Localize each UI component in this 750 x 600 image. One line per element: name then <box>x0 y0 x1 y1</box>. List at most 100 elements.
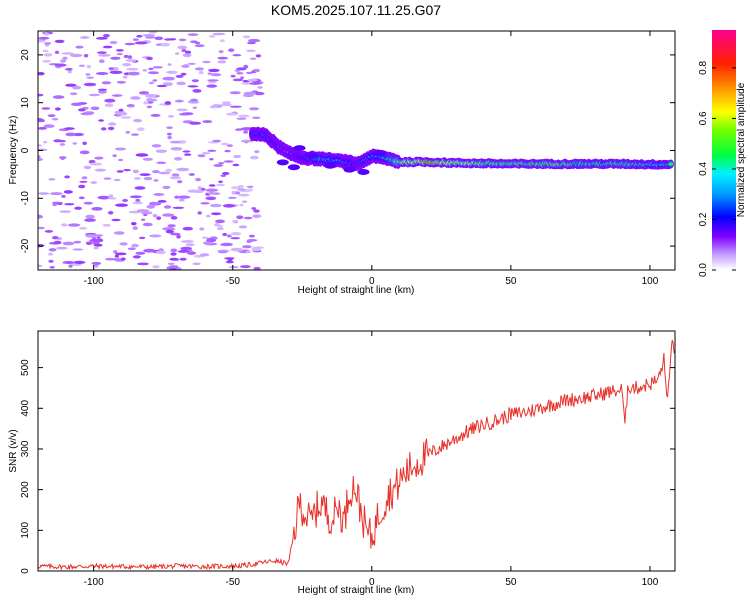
spectrogram-noise-cell <box>187 33 199 36</box>
y-tick-label: 0 <box>20 147 31 153</box>
spectrogram-noise-cell <box>208 35 216 38</box>
spectrogram-noise-cell <box>62 56 68 60</box>
spectrogram-noise-cell <box>136 127 145 131</box>
spectrogram-noise-cell <box>181 48 187 53</box>
spectrogram-noise-cell <box>38 155 41 159</box>
spectrogram-noise-cell <box>197 211 202 215</box>
spectrogram-noise-cell <box>202 120 213 124</box>
spectrogram-noise-cell <box>226 144 233 148</box>
spectrogram-noise-cell <box>226 112 238 116</box>
spectrogram-noise-cell <box>72 132 85 137</box>
spectrogram-noise-cell <box>73 260 86 264</box>
spectrogram-noise-cell <box>238 114 250 118</box>
spectrogram-noise-cell <box>148 31 158 34</box>
spectrogram-noise-cell <box>239 203 244 207</box>
spectrogram-noise-cell <box>162 227 176 231</box>
spectrogram-noise-cell <box>149 234 162 238</box>
spectrogram-y-ticks: -20 -10 0 10 20 <box>20 49 675 253</box>
spectrogram-noise-cell <box>38 226 45 230</box>
colorbar: 0.0 0.2 0.4 0.6 0.8 Normalized spectral ampl… <box>698 30 747 277</box>
spectrogram-noise-cell <box>187 62 196 65</box>
spectrogram-noise-cell <box>107 197 117 200</box>
spectrogram-noise-cell <box>83 54 89 58</box>
spectrogram-noise-cell <box>118 108 124 112</box>
spectrogram-noise-cell <box>51 117 59 121</box>
x-tick-label: -100 <box>84 276 104 287</box>
spectrogram-noise-cell <box>166 83 173 86</box>
spectrogram-blob <box>304 152 317 159</box>
spectrogram-noise-cell <box>229 105 242 108</box>
spectrogram-noise-cell <box>81 176 88 180</box>
spectrogram-noise-cell <box>185 50 192 54</box>
spectrogram-noise-cell <box>169 176 181 180</box>
spectrogram-noise-cell <box>78 196 85 200</box>
y-tick-label: 500 <box>20 359 31 376</box>
spectrogram-noise-cell <box>125 130 131 134</box>
spectrogram-blob <box>293 145 306 152</box>
spectrogram-noise-cell <box>139 173 151 177</box>
spectrogram-noise-cell <box>54 50 60 55</box>
spectrogram-noise-cell <box>98 54 111 57</box>
spectrogram-noise-cell <box>116 170 124 173</box>
spectrogram-noise-cell <box>65 67 73 71</box>
spectrogram-noise-cell <box>248 234 255 238</box>
spectrogram-noise-cell <box>209 203 222 208</box>
spectrogram-noise-cell <box>48 178 56 181</box>
spectrogram-noise-cell <box>54 39 65 44</box>
spectrogram-noise-cell <box>42 59 51 63</box>
spectrogram-noise-cell <box>64 203 75 206</box>
spectrogram-noise-cell <box>176 234 181 239</box>
spectrogram-noise-cell <box>130 96 141 100</box>
spectrogram-noise-cell <box>38 214 43 219</box>
spectrogram-noise-cell <box>166 126 174 129</box>
spectrogram-noise-cell <box>199 227 205 231</box>
spectrogram-noise-cell <box>208 184 216 187</box>
spectrogram-noise-cell <box>187 189 199 193</box>
spectrogram-noise-cell <box>60 156 65 160</box>
spectrogram-noise-cell <box>116 49 124 52</box>
spectrogram-noise-cell <box>174 52 180 55</box>
spectrogram-noise-cell <box>208 68 220 73</box>
spectrogram-noise-cell <box>247 41 256 45</box>
spectrogram-noise-cell <box>133 119 142 123</box>
spectrogram-noise-cell <box>109 40 118 45</box>
x-tick-label: 50 <box>505 276 517 287</box>
spectrogram-noise-cell <box>131 222 137 226</box>
spectrogram-noise-cell <box>221 172 230 175</box>
spectrogram-noise-cell <box>59 210 72 213</box>
spectrogram-noise-cell <box>148 81 155 85</box>
spectrogram-noise-cell <box>241 82 252 85</box>
spectrogram-noise-cell <box>93 243 103 247</box>
spectrogram-noise-cell <box>246 185 254 188</box>
spectrogram-noise-cell <box>78 184 86 189</box>
spectrogram-noise-cell <box>92 241 100 245</box>
spectrogram-noise-cell <box>167 63 172 66</box>
spectrogram-noise-cell <box>84 218 96 222</box>
spectrogram-noise-cell <box>232 78 244 82</box>
spectrogram-noise-cell <box>97 51 107 54</box>
spectrogram-noise-cell <box>153 179 159 182</box>
spectrogram-marks <box>38 31 674 270</box>
spectrogram-noise-cell <box>148 71 159 75</box>
spectrogram-noise-cell <box>234 69 241 72</box>
spectrogram-noise-cell <box>114 252 127 256</box>
spectrogram-noise-cell <box>242 35 251 39</box>
y-tick-label: 20 <box>20 49 31 61</box>
y-tick-label: 300 <box>20 440 31 457</box>
spectrogram-noise-cell <box>146 98 158 102</box>
spectrogram-noise-cell <box>65 132 76 137</box>
spectrogram-noise-cell <box>72 248 84 251</box>
spectrogram-noise-cell <box>251 207 256 210</box>
spectrogram-noise-cell <box>91 207 103 211</box>
spectrogram-noise-cell <box>207 80 217 84</box>
spectrogram-noise-cell <box>230 247 244 252</box>
spectrogram-noise-cell <box>85 73 91 76</box>
spectrogram-noise-cell <box>123 54 129 59</box>
spectrogram-noise-cell <box>194 67 204 71</box>
spectrogram-noise-cell <box>187 85 199 88</box>
spectrogram-noise-cell <box>142 157 153 161</box>
spectrogram-noise-cell <box>127 55 133 59</box>
spectrogram-noise-cell <box>154 36 164 41</box>
spectrogram-noise-cell <box>62 241 75 246</box>
spectrogram-noise-cell <box>48 252 54 256</box>
